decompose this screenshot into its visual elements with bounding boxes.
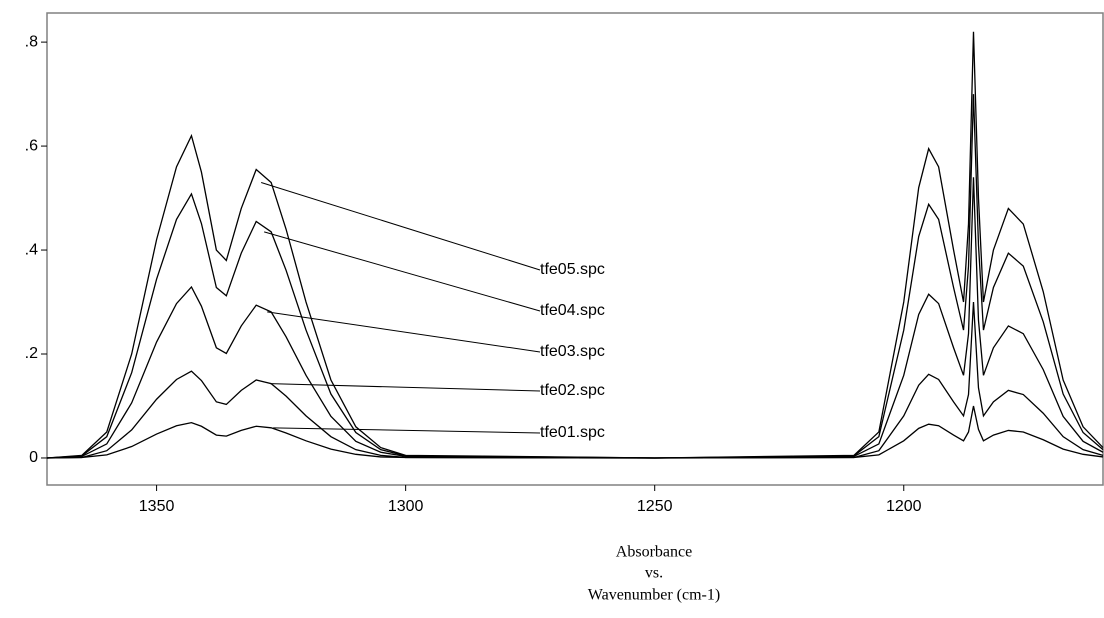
leader-line [264,231,541,312]
x-tick-label: 1250 [637,498,673,515]
x-tick-label: 1200 [886,498,922,515]
y-tick-label: .2 [25,345,38,362]
x-tick-label: 1300 [388,498,424,515]
leader-line [273,427,541,434]
series-label: tfe03.spc [540,343,605,360]
series-label: tfe01.spc [540,424,605,441]
leader-line [267,311,541,353]
x-tick-label: 1350 [139,498,175,515]
series-label: tfe04.spc [540,302,605,319]
x-axis-label: Wavenumber (cm-1) [588,587,720,604]
series-label: tfe05.spc [540,261,605,278]
plot-frame [46,12,1104,486]
spectrum-line [46,405,1104,459]
x-axis-label: vs. [645,565,663,582]
leader-line [270,383,541,392]
y-tick-label: .4 [25,241,38,258]
x-axis-label: Absorbance [616,544,692,561]
y-tick-label: 0 [29,449,38,466]
y-tick-label: .6 [25,137,38,154]
leader-line [261,181,541,271]
series-label: tfe02.spc [540,382,605,399]
y-tick-label: .8 [25,33,38,50]
